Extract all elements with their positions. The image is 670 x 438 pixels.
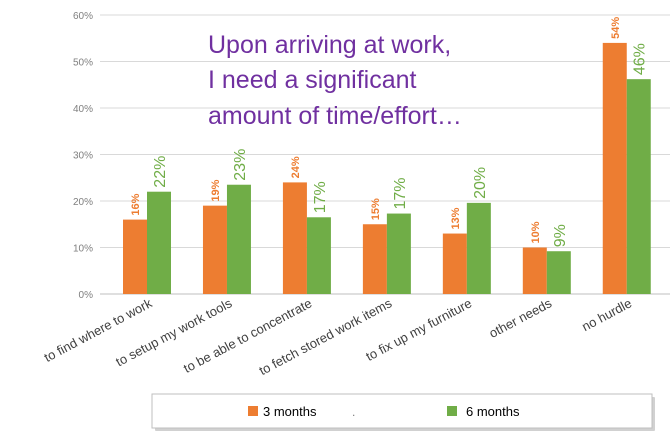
bars xyxy=(123,42,651,295)
category-label: to be able to concentrate xyxy=(181,295,314,375)
bar-3-months xyxy=(282,182,307,294)
bar-6-months xyxy=(306,217,331,294)
bar-value-label: 46% xyxy=(632,43,649,75)
bar-6-months xyxy=(546,251,571,294)
gridlines xyxy=(100,14,670,295)
chart-title-line-3: amount of time/effort… xyxy=(208,102,462,130)
bar-value-label: 19% xyxy=(210,179,222,201)
legend-separator: . xyxy=(352,405,355,419)
bar-value-label: 17% xyxy=(392,178,409,210)
bar-value-label: 22% xyxy=(152,156,169,188)
bar-6-months xyxy=(626,79,651,294)
bar-6-months xyxy=(147,191,171,294)
bar-value-label: 54% xyxy=(610,17,622,39)
bar-value-labels: 16% 22% 19% 23% 24% 17% 15% 17% 13% 20% 10% 9% 54% 46… xyxy=(130,17,649,248)
bar-value-label: 9% xyxy=(552,224,569,247)
bar-3-months xyxy=(442,233,467,294)
bar-6-months xyxy=(466,202,491,294)
y-tick-label: 10% xyxy=(73,244,93,255)
category-label: other needs xyxy=(487,295,555,341)
y-tick-label: 0% xyxy=(79,290,94,301)
legend-label-6-months: 6 months xyxy=(466,404,520,419)
legend-swatch-3-months xyxy=(248,406,258,416)
bar-6-months xyxy=(386,213,411,294)
category-label: no hurdle xyxy=(579,295,634,334)
legend-label-3-months: 3 months xyxy=(263,404,317,419)
legend: 3 months . 6 months xyxy=(151,393,655,431)
bar-value-label: 15% xyxy=(370,198,382,220)
bar-3-months xyxy=(202,205,227,294)
bar-3-months xyxy=(602,42,627,295)
y-tick-label: 30% xyxy=(73,151,93,162)
y-tick-label: 60% xyxy=(73,11,93,22)
chart-title-line-1: Upon arriving at work, xyxy=(208,31,451,59)
bar-3-months xyxy=(123,219,147,294)
category-label: to fetch stored work items xyxy=(256,295,394,378)
bar-3-months xyxy=(522,247,547,294)
bar-value-label: 10% xyxy=(530,221,542,243)
bar-value-label: 16% xyxy=(130,193,142,215)
bar-value-label: 24% xyxy=(290,156,302,178)
bar-value-label: 13% xyxy=(450,207,462,229)
y-axis-tick-labels: 0% 10% 20% 30% 40% 50% 60% xyxy=(73,11,93,301)
y-tick-label: 40% xyxy=(73,104,93,115)
y-tick-label: 20% xyxy=(73,197,93,208)
bar-value-label: 20% xyxy=(472,167,489,199)
y-tick-label: 50% xyxy=(73,58,93,69)
chart-title-line-2: I need a significant xyxy=(208,66,417,94)
bar-6-months xyxy=(226,184,251,294)
legend-swatch-6-months xyxy=(447,406,457,416)
bar-value-label: 23% xyxy=(232,149,249,181)
bar-3-months xyxy=(362,224,387,294)
bar-value-label: 17% xyxy=(312,181,329,213)
